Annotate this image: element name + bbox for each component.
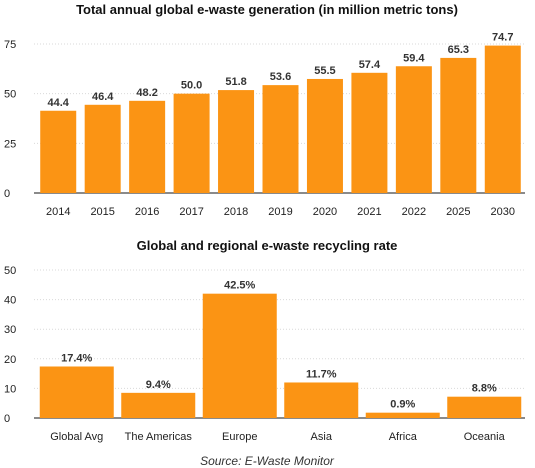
data-label: 55.5 bbox=[314, 65, 335, 77]
x-tick-label: 2016 bbox=[135, 206, 159, 218]
x-tick-label: Africa bbox=[389, 431, 418, 443]
chart-generation: Total annual global e-waste generation (… bbox=[4, 2, 525, 218]
bar bbox=[121, 392, 196, 418]
data-label: 48.2 bbox=[136, 87, 157, 99]
y-tick-label: 30 bbox=[4, 324, 16, 336]
data-label: 17.4% bbox=[61, 352, 92, 364]
bar bbox=[173, 93, 210, 193]
bar bbox=[84, 104, 121, 193]
chart-title: Total annual global e-waste generation (… bbox=[76, 2, 458, 17]
x-tick-label: 2017 bbox=[179, 206, 203, 218]
data-label: 74.7 bbox=[492, 32, 513, 44]
x-tick-label: Global Avg bbox=[50, 431, 103, 443]
data-label: 57.4 bbox=[359, 59, 381, 71]
bar bbox=[440, 57, 477, 194]
data-label: 0.9% bbox=[390, 399, 415, 411]
y-tick-label: 40 bbox=[4, 295, 16, 307]
x-tick-label: 2022 bbox=[402, 206, 426, 218]
bar bbox=[395, 66, 432, 193]
bar bbox=[284, 382, 359, 418]
data-label: 44.4 bbox=[48, 97, 70, 109]
data-label: 11.7% bbox=[306, 368, 337, 380]
data-label: 53.6 bbox=[270, 71, 291, 83]
x-tick-label: The Americas bbox=[125, 431, 193, 443]
y-tick-label: 0 bbox=[4, 188, 10, 200]
y-tick-label: 50 bbox=[4, 89, 16, 101]
y-tick-label: 10 bbox=[4, 383, 16, 395]
data-label: 9.4% bbox=[146, 379, 171, 391]
x-tick-label: 2018 bbox=[224, 206, 248, 218]
bars: 44.4 2014 46.4 2015 48.2 2016 50.0 2017 51.8 2018… bbox=[40, 32, 521, 218]
source-note: Source: E-Waste Monitor bbox=[200, 454, 335, 468]
bar bbox=[351, 72, 388, 193]
data-label: 51.8 bbox=[225, 76, 246, 88]
y-tick-label: 20 bbox=[4, 354, 16, 366]
data-label: 46.4 bbox=[92, 91, 114, 103]
data-label: 59.4 bbox=[403, 52, 425, 64]
y-tick-label: 25 bbox=[4, 138, 16, 150]
chart-recycling: Global and regional e-waste recycling ra… bbox=[4, 238, 525, 443]
bar bbox=[447, 396, 522, 418]
bar bbox=[202, 293, 277, 418]
x-tick-label: 2020 bbox=[313, 206, 337, 218]
bar bbox=[306, 78, 343, 193]
x-tick-label: Oceania bbox=[464, 431, 506, 443]
y-tick-label: 0 bbox=[4, 413, 10, 425]
x-tick-label: 2014 bbox=[46, 206, 70, 218]
bar bbox=[218, 90, 255, 193]
data-label: 42.5% bbox=[224, 280, 255, 292]
y-tick-label: 50 bbox=[4, 265, 16, 277]
bar bbox=[365, 412, 440, 418]
bar bbox=[129, 100, 166, 193]
x-tick-label: Asia bbox=[311, 431, 333, 443]
bar bbox=[40, 110, 77, 193]
chart-title: Global and regional e-waste recycling ra… bbox=[137, 238, 398, 253]
data-label: 65.3 bbox=[448, 44, 469, 56]
bar bbox=[262, 85, 299, 193]
y-tick-label: 75 bbox=[4, 39, 16, 51]
data-label: 50.0 bbox=[181, 80, 202, 92]
x-tick-label: 2025 bbox=[446, 206, 470, 218]
data-label: 8.8% bbox=[472, 383, 497, 395]
x-tick-label: 2030 bbox=[491, 206, 515, 218]
bars: 17.4% Global Avg 9.4% The Americas 42.5% Euro… bbox=[39, 280, 522, 443]
x-tick-label: 2019 bbox=[268, 206, 292, 218]
x-tick-label: Europe bbox=[222, 431, 257, 443]
bar bbox=[484, 45, 521, 194]
gridlines: 0 10 20 30 40 50 bbox=[4, 265, 525, 425]
bar bbox=[39, 366, 114, 418]
x-tick-label: 2015 bbox=[90, 206, 114, 218]
x-tick-label: 2021 bbox=[357, 206, 381, 218]
